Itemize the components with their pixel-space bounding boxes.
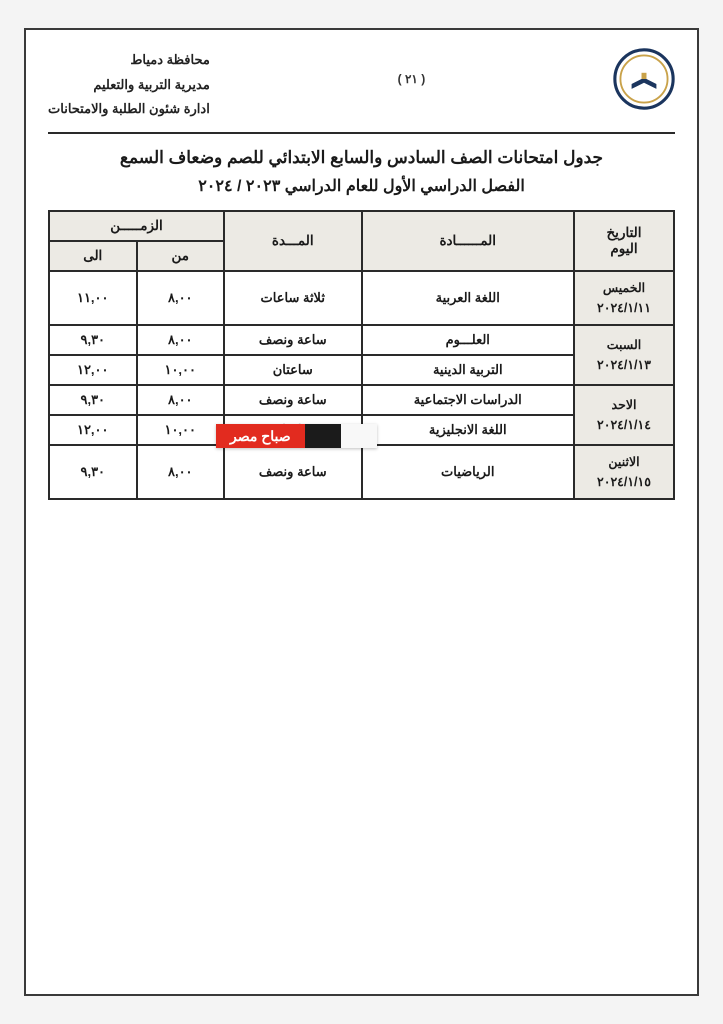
cell-to: ١٢,٠٠ — [49, 355, 137, 385]
table-row: الاحد٢٠٢٤/١/١٤الدراسات الاجتماعيةساعة ون… — [49, 385, 674, 415]
watermark-badge: صباح مصر — [216, 424, 377, 448]
cell-subject: العلـــوم — [362, 325, 575, 355]
page-outer: محافظة دمياط مديرية التربية والتعليم ادا… — [0, 0, 723, 1024]
cell-to: ٩,٣٠ — [49, 385, 137, 415]
date-cell: الاحد٢٠٢٤/١/١٤ — [574, 385, 674, 445]
cell-subject: التربية الدينية — [362, 355, 575, 385]
ministry-logo-icon — [613, 48, 675, 110]
exam-schedule-table: التاريخ اليوم المــــــادة المـــدة الزم… — [48, 210, 675, 500]
cell-from: ٨,٠٠ — [137, 385, 225, 415]
col-subject: المــــــادة — [362, 211, 575, 271]
cell-to: ٩,٣٠ — [49, 445, 137, 499]
title-line-2: الفصل الدراسي الأول للعام الدراسي ٢٠٢٣ /… — [48, 176, 675, 196]
cell-subject: الرياضيات — [362, 445, 575, 499]
table-row: الاثنين٢٠٢٤/١/١٥الرياضياتساعة ونصف٨,٠٠٩,… — [49, 445, 674, 499]
cell-from: ٨,٠٠ — [137, 271, 225, 325]
cell-duration: ساعة ونصف — [224, 445, 362, 499]
watermark-black-stripe — [305, 424, 341, 448]
col-to: الى — [49, 241, 137, 271]
title-line-1: جدول امتحانات الصف السادس والسابع الابتد… — [48, 148, 675, 168]
header-directorate: مديرية التربية والتعليم — [48, 73, 210, 98]
watermark-white-stripe — [341, 424, 377, 448]
cell-subject: اللغة العربية — [362, 271, 575, 325]
col-time-group: الزمـــــن — [49, 211, 224, 241]
cell-duration: ساعة ونصف — [224, 385, 362, 415]
col-date-label: التاريخ اليوم — [577, 225, 671, 257]
title-block: جدول امتحانات الصف السادس والسابع الابتد… — [48, 148, 675, 196]
header-governorate: محافظة دمياط — [48, 48, 210, 73]
cell-from: ١٠,٠٠ — [137, 415, 225, 445]
date-cell: الاثنين٢٠٢٤/١/١٥ — [574, 445, 674, 499]
header-row: محافظة دمياط مديرية التربية والتعليم ادا… — [48, 48, 675, 134]
table-row: الخميس٢٠٢٤/١/١١اللغة العربيةثلاثة ساعات٨… — [49, 271, 674, 325]
cell-to: ١١,٠٠ — [49, 271, 137, 325]
date-cell: السبت٢٠٢٤/١/١٣ — [574, 325, 674, 385]
cell-from: ٨,٠٠ — [137, 325, 225, 355]
cell-duration: ساعة ونصف — [224, 325, 362, 355]
watermark-red-label: صباح مصر — [216, 424, 305, 448]
col-from: من — [137, 241, 225, 271]
cell-from: ٨,٠٠ — [137, 445, 225, 499]
table-row: السبت٢٠٢٤/١/١٣العلـــومساعة ونصف٨,٠٠٩,٣٠ — [49, 325, 674, 355]
cell-from: ١٠,٠٠ — [137, 355, 225, 385]
header-department: ادارة شئون الطلبة والامتحانات — [48, 97, 210, 122]
page-number: ( ٢١ ) — [398, 72, 426, 86]
cell-to: ٩,٣٠ — [49, 325, 137, 355]
cell-subject: الدراسات الاجتماعية — [362, 385, 575, 415]
header-text-block: محافظة دمياط مديرية التربية والتعليم ادا… — [48, 48, 210, 122]
table-body: الخميس٢٠٢٤/١/١١اللغة العربيةثلاثة ساعات٨… — [49, 271, 674, 499]
cell-subject: اللغة الانجليزية — [362, 415, 575, 445]
date-cell: الخميس٢٠٢٤/١/١١ — [574, 271, 674, 325]
col-duration: المـــدة — [224, 211, 362, 271]
table-head: التاريخ اليوم المــــــادة المـــدة الزم… — [49, 211, 674, 271]
cell-to: ١٢,٠٠ — [49, 415, 137, 445]
cell-duration: ساعتان — [224, 355, 362, 385]
document-page: محافظة دمياط مديرية التربية والتعليم ادا… — [24, 28, 699, 996]
cell-duration: ثلاثة ساعات — [224, 271, 362, 325]
col-date-day: التاريخ اليوم — [574, 211, 674, 271]
